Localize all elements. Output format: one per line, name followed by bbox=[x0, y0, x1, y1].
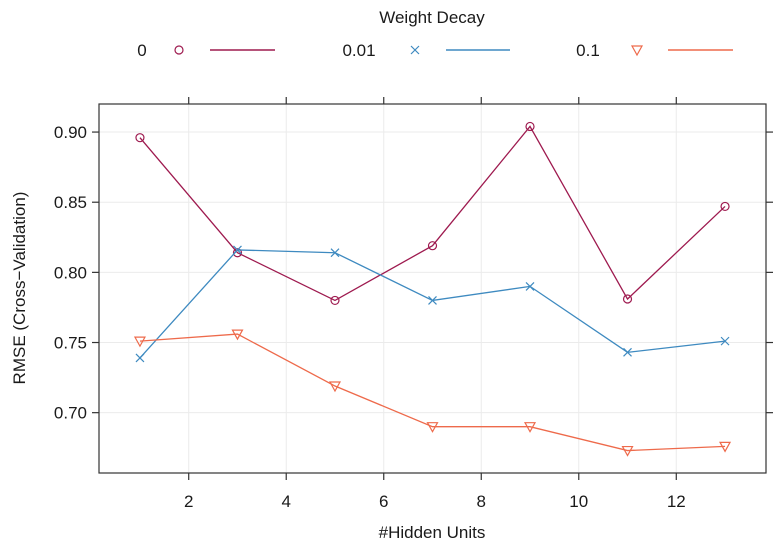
data-point bbox=[720, 201, 730, 212]
plot-frame bbox=[98, 103, 767, 474]
series-0.01 bbox=[135, 245, 730, 363]
data-point bbox=[720, 336, 730, 346]
y-tick-label: 0.80 bbox=[54, 263, 87, 282]
series-line bbox=[139, 125, 726, 302]
data-point bbox=[330, 248, 340, 258]
data-point bbox=[426, 422, 439, 433]
legend-label: 0.1 bbox=[576, 41, 600, 60]
data-point bbox=[427, 241, 438, 251]
data-point bbox=[525, 281, 535, 291]
series-line bbox=[139, 333, 726, 452]
data-point bbox=[523, 422, 537, 433]
x-tick-label: 10 bbox=[569, 492, 588, 511]
legend-item: 0 bbox=[137, 41, 275, 60]
data-point bbox=[622, 294, 633, 304]
y-tick-label: 0.70 bbox=[54, 404, 87, 423]
data-point bbox=[231, 329, 244, 341]
x-axis-label: #Hidden Units bbox=[379, 523, 486, 542]
data-point bbox=[135, 353, 145, 363]
y-tick-label: 0.75 bbox=[54, 334, 87, 353]
y-axis-label: RMSE (Cross−Validation) bbox=[10, 192, 29, 385]
x-tick-label: 4 bbox=[281, 492, 290, 511]
legend-item: 0.1 bbox=[576, 41, 733, 60]
data-point bbox=[719, 441, 732, 453]
data-point bbox=[233, 245, 242, 255]
plot-area: 2 4 6 8 10 12 0.70 0.75 0.80 0.85 0.90 bbox=[54, 97, 773, 511]
data-point bbox=[330, 295, 340, 306]
data-point bbox=[232, 248, 243, 258]
y-tick-label: 0.90 bbox=[54, 123, 87, 142]
legend-marker bbox=[410, 45, 420, 55]
series-line bbox=[139, 249, 726, 359]
data-point bbox=[525, 121, 535, 132]
data-point bbox=[428, 296, 437, 305]
x-tick-label: 6 bbox=[379, 492, 388, 511]
x-tick-label: 2 bbox=[184, 492, 193, 511]
x-tick-label: 8 bbox=[477, 492, 486, 511]
legend-item: 0.01 bbox=[342, 41, 510, 60]
series-0 bbox=[135, 121, 730, 306]
data-point bbox=[621, 445, 634, 457]
legend-label: 0 bbox=[137, 41, 146, 60]
data-point bbox=[135, 133, 145, 143]
legend-title: Weight Decay bbox=[379, 8, 485, 27]
legend-label: 0.01 bbox=[342, 41, 375, 60]
data-point bbox=[133, 336, 146, 348]
series-0.1 bbox=[133, 329, 732, 457]
legend: Weight Decay 0 0.01 0.1 bbox=[137, 8, 733, 60]
data-point bbox=[328, 381, 342, 393]
legend-marker bbox=[630, 45, 644, 57]
y-tick-label: 0.85 bbox=[54, 193, 87, 212]
legend-marker bbox=[174, 45, 184, 55]
x-tick-label: 12 bbox=[667, 492, 686, 511]
data-point bbox=[623, 347, 632, 357]
